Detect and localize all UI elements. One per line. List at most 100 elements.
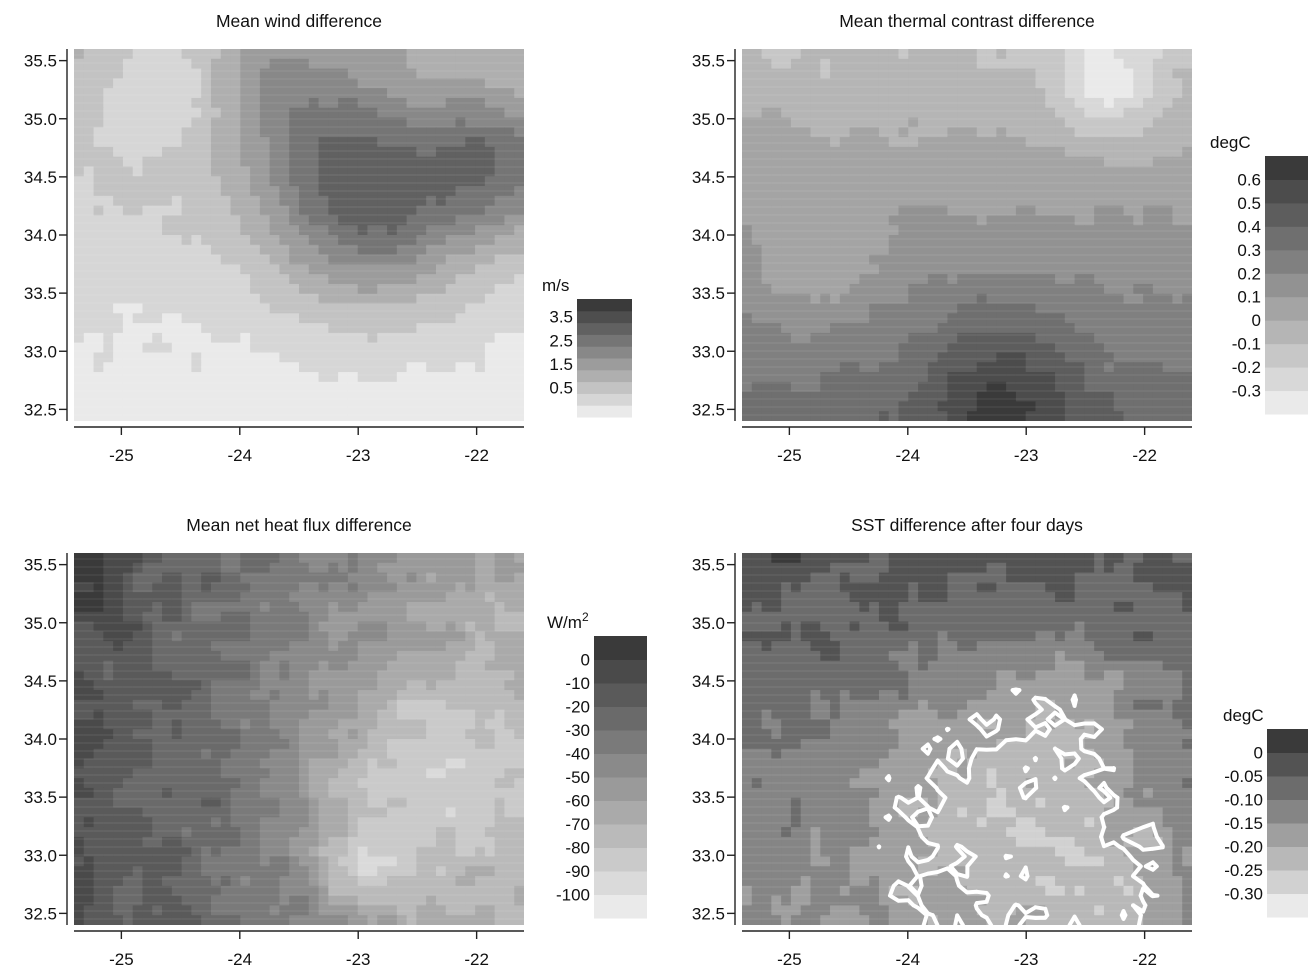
field-cell bbox=[1025, 254, 1037, 265]
field-cell bbox=[230, 699, 241, 711]
field-cell bbox=[367, 381, 378, 393]
field-cell bbox=[918, 372, 929, 383]
field-cell bbox=[387, 670, 398, 681]
field-cell bbox=[445, 274, 457, 285]
field-cell bbox=[259, 372, 271, 383]
field-cell bbox=[1055, 146, 1066, 158]
field-cell bbox=[338, 146, 349, 158]
field-cell bbox=[240, 137, 251, 148]
field-cell bbox=[957, 352, 968, 363]
field-cell bbox=[338, 807, 349, 818]
field-cell bbox=[220, 372, 232, 383]
field-cell bbox=[113, 631, 124, 642]
field-cell bbox=[83, 381, 95, 393]
field-cell bbox=[1143, 293, 1154, 305]
field-cell bbox=[1084, 225, 1095, 236]
field-cell bbox=[103, 680, 114, 691]
field-cell bbox=[937, 391, 949, 403]
field-cell bbox=[435, 680, 447, 691]
field-cell bbox=[1172, 49, 1183, 60]
field-cell bbox=[357, 137, 369, 148]
field-cell bbox=[113, 778, 124, 789]
field-cell bbox=[83, 787, 95, 799]
field-cell bbox=[406, 572, 417, 583]
field-cell bbox=[279, 156, 290, 168]
field-cell bbox=[299, 176, 310, 187]
field-cell bbox=[426, 611, 437, 623]
field-cell bbox=[387, 621, 398, 632]
field-cell bbox=[83, 372, 95, 383]
field-cell bbox=[396, 78, 408, 89]
field-cell bbox=[1123, 88, 1134, 99]
field-cell bbox=[514, 264, 524, 275]
field-cell bbox=[475, 323, 486, 334]
field-cell bbox=[1064, 156, 1076, 168]
field-cell bbox=[93, 352, 104, 363]
field-cell bbox=[790, 156, 802, 168]
field-cell bbox=[426, 117, 437, 128]
field-cell bbox=[230, 146, 241, 158]
field-cell bbox=[1045, 68, 1056, 79]
field-cell bbox=[299, 303, 310, 314]
field-cell bbox=[1162, 323, 1174, 334]
field-cell bbox=[967, 342, 978, 354]
field-cell bbox=[455, 254, 466, 265]
field-cell bbox=[888, 235, 900, 246]
field-cell bbox=[996, 235, 1007, 246]
field-cell bbox=[279, 582, 290, 593]
field-cell bbox=[328, 254, 339, 265]
field-cell bbox=[240, 670, 251, 681]
field-cell bbox=[1152, 391, 1164, 403]
field-cell bbox=[898, 107, 909, 119]
field-cell bbox=[308, 137, 320, 148]
field-cell bbox=[859, 127, 870, 138]
field-cell bbox=[201, 97, 212, 109]
field-cell bbox=[1084, 58, 1095, 70]
field-cell bbox=[338, 631, 349, 642]
field-cell bbox=[142, 709, 153, 721]
field-cell bbox=[800, 186, 812, 197]
field-cell bbox=[1103, 352, 1115, 363]
field-cell bbox=[504, 391, 515, 403]
field-cell bbox=[1064, 68, 1076, 79]
field-cell bbox=[475, 641, 486, 652]
field-cell bbox=[465, 391, 476, 403]
field-cell bbox=[396, 699, 408, 711]
field-cell bbox=[849, 342, 860, 354]
field-cell bbox=[918, 117, 929, 128]
field-cell bbox=[210, 807, 222, 818]
field-cell bbox=[220, 631, 232, 642]
field-cell bbox=[1015, 244, 1027, 256]
field-cell bbox=[201, 186, 212, 197]
field-cell bbox=[103, 68, 114, 79]
field-cell bbox=[869, 146, 880, 158]
field-cell bbox=[849, 254, 860, 265]
field-cell bbox=[406, 641, 417, 652]
field-cell bbox=[162, 195, 173, 207]
field-cell bbox=[790, 323, 802, 334]
field-cell bbox=[299, 195, 310, 207]
field-cell bbox=[299, 205, 310, 217]
field-cell bbox=[820, 293, 831, 305]
field-cell bbox=[484, 611, 496, 623]
field-cell bbox=[504, 303, 515, 314]
field-cell bbox=[967, 411, 978, 421]
field-cell bbox=[259, 670, 271, 681]
field-cell bbox=[878, 97, 890, 109]
field-cell bbox=[455, 283, 466, 295]
field-cell bbox=[338, 768, 349, 779]
field-cell bbox=[426, 670, 437, 681]
field-cell bbox=[514, 631, 524, 642]
field-cell bbox=[937, 352, 949, 363]
field-cell bbox=[1015, 58, 1027, 70]
field-cell bbox=[927, 352, 939, 363]
field-cell bbox=[210, 787, 222, 799]
field-cell bbox=[1182, 323, 1192, 334]
field-cell bbox=[93, 146, 104, 158]
field-cell bbox=[445, 690, 457, 701]
field-cell bbox=[83, 719, 95, 730]
field-cell bbox=[475, 117, 486, 128]
field-cell bbox=[996, 303, 1007, 314]
field-cell bbox=[869, 303, 880, 314]
field-cell bbox=[504, 235, 515, 246]
